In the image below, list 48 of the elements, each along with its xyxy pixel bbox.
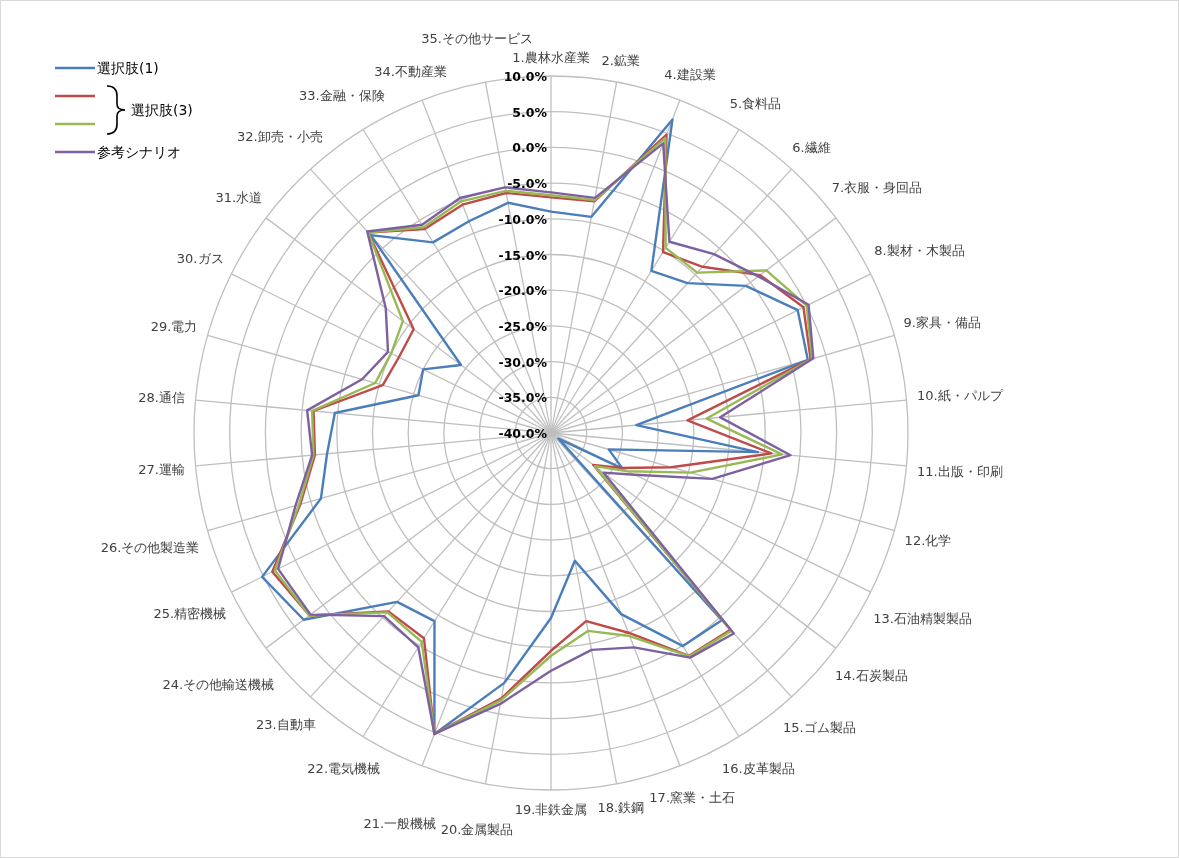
spoke-label: 35.その他サービス xyxy=(421,30,533,46)
y-tick-label: -20.0% xyxy=(498,283,548,299)
spoke-label: 5.食料品 xyxy=(729,95,782,111)
spoke-label: 13.石油精製製品 xyxy=(873,611,972,627)
spoke-label: 17.窯業・土石 xyxy=(649,790,736,806)
legend-label: 参考シナリオ xyxy=(97,144,181,160)
spoke-label: 6.繊維 xyxy=(792,140,831,156)
spoke-label: 7.衣服・身回品 xyxy=(831,179,923,195)
y-tick-label: -40.0% xyxy=(498,426,548,441)
legend-label: 選択肢(1) xyxy=(97,60,159,76)
spoke-label: 8.製材・木製品 xyxy=(874,242,965,258)
spoke-label: 20.金属製品 xyxy=(440,821,514,837)
spoke-label: 11.出版・印刷 xyxy=(916,463,1003,479)
spoke-label: 31.水道 xyxy=(215,190,263,206)
spoke-label: 2.鉱業 xyxy=(601,53,640,69)
spoke-label: 27.運輸 xyxy=(138,462,185,478)
spoke-label: 22.電気機械 xyxy=(307,760,381,776)
text: 選択肢(3) xyxy=(131,102,193,118)
spoke-label: 24.その他輸送機械 xyxy=(162,677,275,693)
y-tick-label: 0.0% xyxy=(512,140,548,156)
y-tick-label: -35.0% xyxy=(498,390,548,406)
spoke-label: 15.ゴム製品 xyxy=(782,720,856,736)
spoke-label: 4.建設業 xyxy=(664,67,716,83)
spoke-label: 25.精密機械 xyxy=(153,605,227,621)
spoke-label: 33.金融・保険 xyxy=(299,88,385,104)
spoke-label: 16.皮革製品 xyxy=(721,760,795,776)
spoke-label: 28.通信 xyxy=(138,389,185,405)
y-tick-label: -15.0% xyxy=(498,247,548,263)
y-tick-label: -5.0% xyxy=(507,176,548,192)
y-tick-label: -25.0% xyxy=(498,318,548,334)
y-tick-label: -30.0% xyxy=(498,354,548,370)
y-tick-label: 5.0% xyxy=(512,104,548,120)
spoke-label: 26.その他製造業 xyxy=(100,540,200,556)
spoke-label: 29.電力 xyxy=(150,318,198,334)
spoke-label: 21.一般機械 xyxy=(363,816,437,832)
y-tick-label: 10.0% xyxy=(503,69,548,84)
spoke-label: 23.自動車 xyxy=(255,716,316,732)
spoke-label: 12.化学 xyxy=(904,533,952,549)
spoke-label: 10.紙・パルプ xyxy=(916,388,1004,404)
spoke-label: 18.鉄鋼 xyxy=(597,799,645,815)
spoke-label: 14.石炭製品 xyxy=(835,667,908,683)
spoke-label: 1.農林水産業 xyxy=(512,50,590,65)
spoke-label: 30.ガス xyxy=(176,251,224,267)
y-tick-label: -10.0% xyxy=(498,211,548,227)
spoke-label: 32.卸売・小売 xyxy=(236,128,323,144)
spoke-label: 34.不動産業 xyxy=(374,63,447,79)
spoke-label: 9.家具・備品 xyxy=(903,314,981,330)
spoke-label: 19.非鉄金属 xyxy=(514,802,588,817)
